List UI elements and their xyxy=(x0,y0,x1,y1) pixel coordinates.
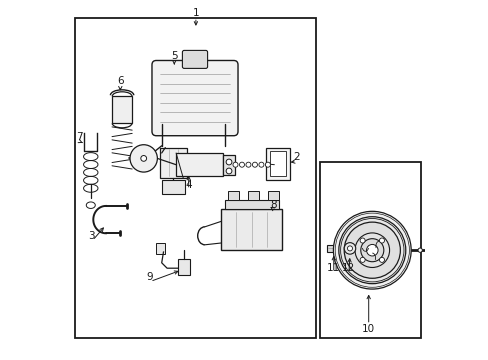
Text: 5: 5 xyxy=(171,51,177,61)
Bar xyxy=(320,162,420,338)
Text: 8: 8 xyxy=(270,200,277,210)
Circle shape xyxy=(417,248,422,252)
Bar xyxy=(228,191,239,200)
Bar xyxy=(75,18,316,338)
FancyBboxPatch shape xyxy=(182,50,207,68)
FancyBboxPatch shape xyxy=(152,60,238,136)
Circle shape xyxy=(141,156,146,161)
Circle shape xyxy=(245,162,250,167)
Text: 6: 6 xyxy=(117,76,123,86)
Bar xyxy=(162,180,185,194)
Bar xyxy=(326,245,333,252)
Circle shape xyxy=(379,257,384,262)
Bar xyxy=(223,155,235,175)
Circle shape xyxy=(347,246,352,251)
Bar xyxy=(156,243,165,254)
Bar xyxy=(178,259,190,275)
Bar xyxy=(265,148,289,180)
Circle shape xyxy=(379,238,384,243)
Text: 12: 12 xyxy=(342,263,355,273)
Circle shape xyxy=(359,238,365,243)
Circle shape xyxy=(366,244,377,256)
Circle shape xyxy=(360,239,383,262)
Text: 9: 9 xyxy=(146,272,153,282)
Circle shape xyxy=(359,257,365,262)
Text: 2: 2 xyxy=(293,152,300,162)
Bar xyxy=(112,96,132,123)
Text: 1: 1 xyxy=(192,8,199,18)
Text: 7: 7 xyxy=(76,132,83,142)
Bar xyxy=(247,191,258,200)
Circle shape xyxy=(258,162,264,167)
Text: 4: 4 xyxy=(185,180,192,190)
Circle shape xyxy=(338,217,405,284)
Circle shape xyxy=(239,162,244,167)
Bar xyxy=(224,200,278,209)
Circle shape xyxy=(344,243,355,254)
Circle shape xyxy=(232,162,238,167)
Bar xyxy=(221,209,282,250)
Bar xyxy=(160,148,186,178)
Circle shape xyxy=(265,162,270,167)
Bar xyxy=(269,151,285,176)
Circle shape xyxy=(354,233,389,267)
Circle shape xyxy=(344,222,400,278)
Circle shape xyxy=(225,168,231,174)
Circle shape xyxy=(225,159,231,165)
Circle shape xyxy=(130,145,157,172)
Text: 3: 3 xyxy=(88,231,95,241)
Text: 10: 10 xyxy=(362,324,374,334)
Circle shape xyxy=(333,211,410,289)
Text: 11: 11 xyxy=(326,263,340,273)
Circle shape xyxy=(252,162,257,167)
Bar xyxy=(176,153,223,176)
Bar xyxy=(267,191,278,200)
